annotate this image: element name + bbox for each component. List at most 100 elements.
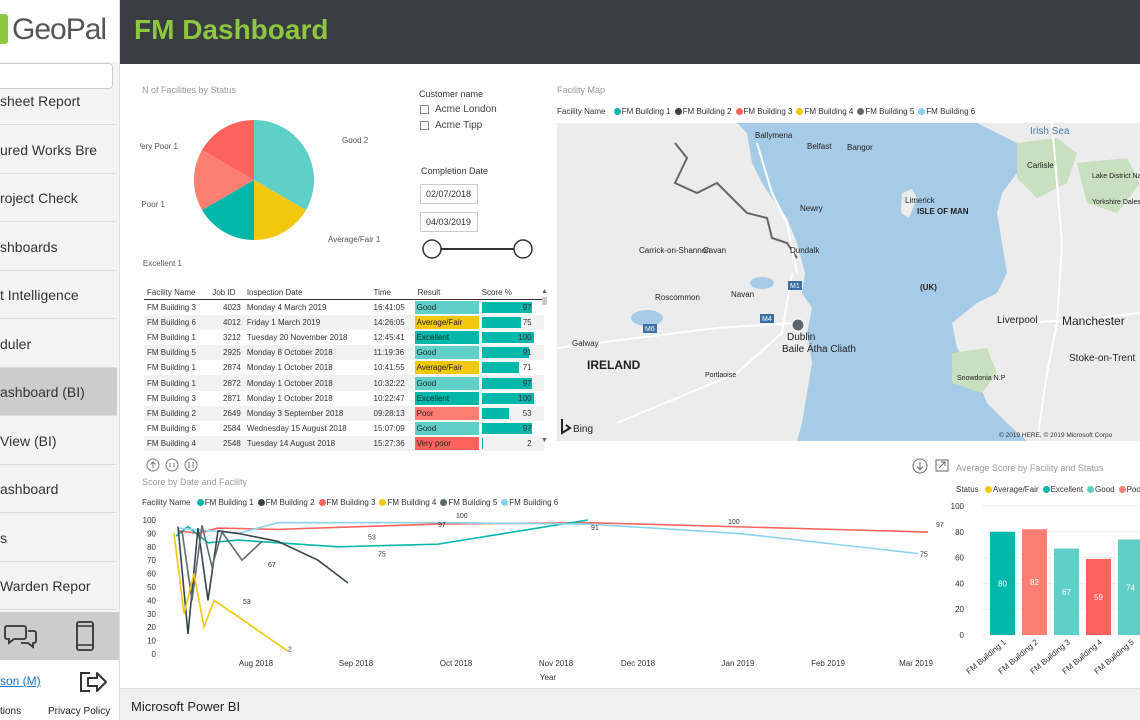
data-point-label: 53 — [243, 599, 251, 606]
legend-item[interactable]: Good — [1083, 485, 1115, 494]
legend-item[interactable]: FM Building 6 — [914, 107, 975, 116]
chat-icon[interactable] — [4, 623, 38, 649]
table-row[interactable]: FM Building 6 4012 Friday 1 March 2019 14:2… — [144, 314, 544, 330]
table-header[interactable]: Result — [414, 286, 479, 300]
scroll-up-icon[interactable]: ▲ — [541, 288, 548, 295]
line-series[interactable] — [181, 525, 263, 601]
table-row[interactable]: FM Building 1 2872 Monday 1 October 2018 10… — [144, 375, 544, 391]
legend-item[interactable]: FM Building 4 — [375, 498, 436, 507]
sidebar-item[interactable]: t Intelligence — [0, 271, 117, 319]
legend-item[interactable]: Poor — [1115, 485, 1140, 494]
customer-option[interactable]: Acme London — [420, 104, 497, 120]
score-bar: 91 — [481, 347, 534, 359]
table-row[interactable]: FM Building 5 2925 Monday 8 October 2018 11… — [144, 345, 544, 361]
user-link[interactable]: son (M) — [0, 674, 41, 688]
pie-chart[interactable]: Good 2 Average/Fair 1 Excellent 1 Poor 1 Ver… — [140, 94, 380, 274]
legend-item[interactable]: FM Building 3 — [732, 107, 792, 116]
mobile-icon[interactable] — [75, 620, 95, 652]
legend-dot-icon — [796, 108, 804, 116]
logout-icon[interactable] — [78, 670, 108, 694]
focus-mode-icon — [935, 459, 949, 472]
road-shield — [760, 314, 774, 323]
sidebar-item[interactable]: View (BI) — [0, 417, 117, 465]
table-row[interactable]: FM Building 3 4023 Monday 4 March 2019 16:4… — [144, 300, 544, 315]
data-point-label: 100 — [456, 513, 468, 520]
table-row[interactable]: FM Building 1 2874 Monday 1 October 2018 10… — [144, 360, 544, 375]
bar[interactable] — [1118, 539, 1140, 635]
line-series[interactable] — [175, 519, 589, 548]
scroll-down-icon[interactable]: ▼ — [541, 437, 548, 444]
bar[interactable] — [1022, 529, 1047, 635]
sidebar-item[interactable]: roject Check — [0, 174, 117, 222]
pie-slice[interactable] — [254, 120, 314, 210]
table-row[interactable]: FM Building 6 2584 Wednesday 15 August 201… — [144, 421, 544, 436]
table-header[interactable]: Job ID — [209, 286, 244, 300]
legend-item[interactable]: FM Building 4 — [792, 107, 853, 116]
sidebar-item[interactable]: s — [0, 514, 117, 562]
pie-slice[interactable] — [194, 150, 254, 210]
sidebar-item[interactable]: Warden Repor — [0, 562, 117, 610]
table-header[interactable]: Facility Name — [144, 286, 210, 300]
sidebar-search-input[interactable] — [0, 63, 113, 89]
sidebar-item[interactable]: ured Works Bre — [0, 126, 117, 174]
customer-option[interactable]: Acme Tipp — [420, 120, 497, 136]
bing-text: Bing — [573, 424, 593, 435]
legend-item[interactable]: Average/Fair — [981, 485, 1039, 494]
legend-item[interactable]: FM Building 2 — [254, 498, 315, 507]
legend-item[interactable]: FM Building 2 — [671, 107, 732, 116]
legend-item[interactable]: FM Building 5 — [853, 107, 914, 116]
table-row[interactable]: FM Building 3 2871 Monday 1 October 2018 10… — [144, 391, 544, 406]
date-range-slider[interactable] — [420, 237, 536, 261]
privacy-policy-link[interactable]: Privacy Policy — [48, 706, 111, 717]
pie-slice[interactable] — [202, 120, 254, 180]
bing-logo: Bing — [561, 419, 593, 435]
geopal-logo[interactable]: GeoPal — [0, 0, 119, 62]
table-row[interactable]: FM Building 1 3212 Tuesday 20 November 201… — [144, 330, 544, 345]
legend-item[interactable]: FM Building 1 — [193, 498, 254, 507]
checkbox[interactable] — [420, 120, 429, 130]
map-place-label: Belfast — [807, 142, 832, 151]
table-cell: 11:19:36 — [370, 345, 415, 361]
legend-item[interactable]: FM Building 1 — [610, 107, 671, 116]
result-badge: Average/Fair — [414, 315, 479, 329]
footer-left-link[interactable]: tions — [0, 706, 22, 717]
table-cell: 09:28:13 — [370, 405, 415, 421]
sidebar-item[interactable]: ashboard — [0, 465, 117, 513]
table-scrollbar[interactable]: ▲ ▼ — [541, 288, 549, 444]
legend-item[interactable]: FM Building 5 — [436, 498, 497, 507]
legend-dot-icon — [1118, 486, 1126, 494]
date-from-input[interactable]: 02/07/2018 — [420, 184, 478, 204]
y-tick-label: 80 — [147, 543, 156, 552]
sidebar-item[interactable]: sheet Report — [0, 77, 117, 125]
legend-item[interactable]: Excellent — [1039, 485, 1083, 494]
facility-map[interactable]: Ballymena Belfast Bangor Newry Dundalk Carric… — [557, 123, 1140, 441]
bar[interactable] — [1086, 558, 1111, 635]
bar[interactable] — [990, 531, 1015, 635]
table-header[interactable]: Score % — [478, 286, 544, 300]
sidebar-item[interactable]: ashboard (BI) — [0, 368, 117, 416]
bar[interactable] — [1054, 548, 1079, 635]
bar-data-label: 80 — [998, 579, 1007, 588]
table-row[interactable]: FM Building 4 2548 Tuesday 14 August 2018 1… — [144, 436, 544, 452]
score-line-chart[interactable]: 0 10 20 30 40 50 60 70 80 90 100 Aug 2018 Sep 2018 Oc… — [138, 510, 948, 688]
pie-slice[interactable] — [202, 180, 254, 240]
table-header[interactable]: Time — [370, 286, 415, 300]
pie-slice[interactable] — [254, 180, 306, 240]
legend-item[interactable]: FM Building 3 — [315, 498, 375, 507]
score-bar: 75 — [481, 316, 534, 328]
table-cell: Monday 3 September 2018 — [243, 405, 371, 421]
date-to-input[interactable]: 04/03/2019 — [420, 212, 478, 232]
line-series[interactable] — [173, 533, 289, 652]
sidebar-item[interactable]: shboards — [0, 223, 117, 271]
table-row[interactable]: FM Building 2 2649 Monday 3 September 2018… — [144, 405, 544, 421]
line-chart-legend: Facility Name FM Building 1 FM Building 2… — [142, 498, 558, 507]
checkbox[interactable] — [420, 104, 429, 114]
score-bar: 2 — [481, 438, 534, 450]
line-series[interactable] — [177, 526, 349, 634]
legend-item[interactable]: FM Building 6 — [497, 498, 558, 507]
line-series[interactable] — [177, 521, 919, 555]
table-header[interactable]: Inspection Date — [243, 286, 371, 300]
pie-slice-label: Very Poor 1 — [140, 142, 179, 151]
sidebar-item[interactable]: duler — [0, 320, 117, 368]
